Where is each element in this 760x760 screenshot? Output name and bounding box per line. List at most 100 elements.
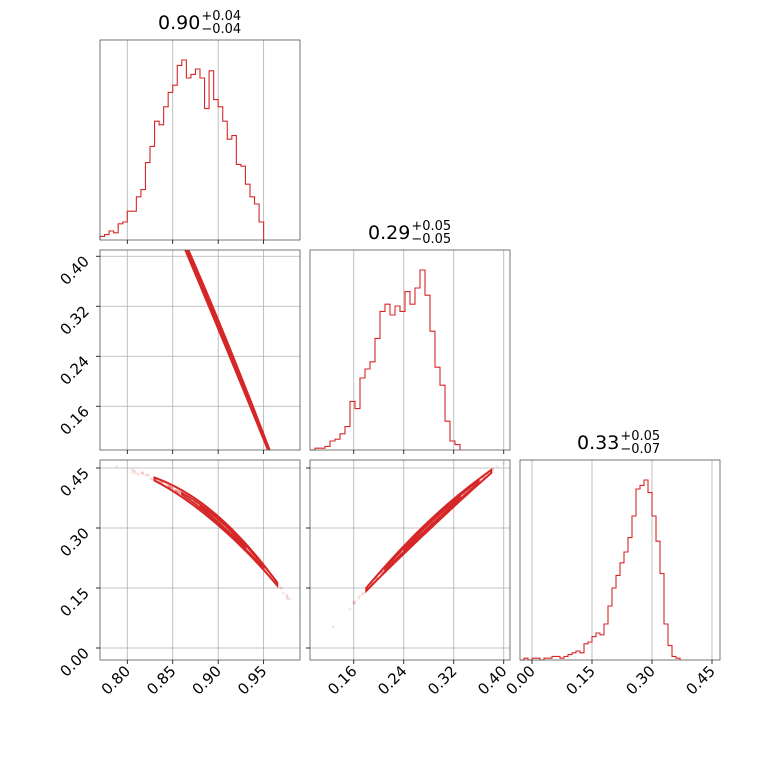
- scatter-point: [131, 470, 135, 474]
- scatter-point: [268, 452, 271, 455]
- y-tick-label: 0.24: [56, 352, 92, 388]
- scatter-point: [271, 456, 274, 459]
- contour-level-2: [181, 491, 265, 571]
- x-tick-label: 0.85: [143, 662, 179, 698]
- scatter-point: [331, 625, 335, 629]
- scatter-points-3: [331, 462, 506, 629]
- title-median: 0.90: [158, 12, 201, 34]
- scatter-points-2: [115, 465, 306, 623]
- axes-frame: [99, 459, 301, 661]
- x-tick-label: 0.45: [682, 662, 718, 698]
- y-tick-label: 0.30: [56, 524, 92, 560]
- scatter-point: [279, 585, 283, 589]
- scatter-point: [178, 491, 182, 495]
- scatter-panel-3: [310, 460, 510, 660]
- scatter-point: [169, 485, 173, 489]
- scatter-point: [175, 489, 179, 493]
- contour-level-3: [199, 504, 247, 550]
- x-tick-label: 0.95: [234, 662, 270, 698]
- scatter-point: [353, 600, 357, 603]
- scatter-point: [115, 465, 119, 468]
- x-tick-label: 0.00: [502, 662, 538, 698]
- scatter-point: [502, 462, 506, 465]
- contour-level-2: [384, 479, 480, 573]
- scatter-point: [285, 597, 289, 601]
- scatter-point: [133, 470, 137, 473]
- scatter-point: [361, 591, 365, 595]
- scatter-point: [132, 469, 136, 473]
- scatter-point: [167, 484, 171, 488]
- scatter-point: [303, 620, 306, 623]
- axes-frame: [309, 249, 511, 451]
- x-tick-label: 0.90: [189, 662, 225, 698]
- x-tick-label: 0.40: [474, 662, 510, 698]
- histogram-2: [310, 269, 461, 451]
- contour-level-3: [199, 280, 247, 392]
- title-param-1: 0.90 +0.04 −0.04: [158, 10, 241, 36]
- scatter-point: [178, 489, 182, 493]
- scatter-point: [134, 472, 138, 476]
- scatter-point: [177, 490, 181, 494]
- scatter-point: [352, 602, 356, 605]
- title-minus: −0.04: [201, 22, 242, 37]
- title-plus: +0.05: [620, 429, 661, 444]
- hist-panel-3: [520, 460, 720, 660]
- scatter-point: [177, 491, 181, 495]
- title-median: 0.29: [368, 222, 411, 244]
- axes-frame: [519, 459, 721, 661]
- scatter-point: [130, 468, 134, 472]
- scatter-point: [286, 596, 289, 600]
- scatter-point: [146, 474, 150, 478]
- scatter-point: [496, 465, 499, 469]
- scatter-point: [144, 473, 148, 476]
- y-tick-label: 0.16: [56, 402, 92, 438]
- contour-level-1: [153, 476, 279, 589]
- title-param-3: 0.33 +0.05 −0.07: [577, 430, 660, 456]
- scatter-point: [288, 597, 291, 600]
- title-plus: +0.04: [201, 9, 242, 24]
- scatter-panel-2: [100, 460, 300, 660]
- hist-panel-2: [310, 250, 510, 450]
- scatter-point: [184, 246, 187, 249]
- scatter-point: [149, 477, 152, 481]
- scatter-point: [285, 594, 289, 598]
- title-minus: −0.05: [411, 232, 452, 247]
- scatter-point: [169, 485, 173, 489]
- scatter-point: [140, 471, 144, 474]
- scatter-point: [183, 241, 186, 244]
- scatter-point: [357, 596, 361, 600]
- axes-frame: [99, 39, 301, 241]
- scatter-point: [348, 607, 352, 611]
- scatter-point: [279, 586, 283, 590]
- title-plus: +0.05: [411, 219, 452, 234]
- y-tick-label: 0.40: [56, 252, 92, 288]
- histogram-3: [520, 479, 681, 661]
- histogram-1: [99, 59, 265, 240]
- scatter-point: [141, 471, 145, 475]
- x-tick-label: 0.16: [324, 662, 360, 698]
- scatter-point: [146, 473, 150, 477]
- scatter-point: [303, 543, 306, 546]
- scatter-point: [150, 478, 154, 481]
- scatter-point: [361, 592, 365, 596]
- scatter-points-1: [183, 241, 306, 546]
- scatter-point: [285, 594, 289, 597]
- axes-frame: [309, 459, 511, 661]
- scatter-point: [358, 594, 362, 598]
- y-tick-label: 0.00: [56, 644, 92, 680]
- y-tick-label: 0.15: [56, 584, 92, 620]
- contour-level-3: [403, 495, 461, 552]
- scatter-point: [141, 472, 145, 476]
- scatter-point: [170, 486, 174, 490]
- scatter-point: [168, 485, 172, 489]
- scatter-point: [137, 472, 140, 476]
- title-median: 0.33: [577, 432, 620, 454]
- x-tick-label: 0.30: [622, 662, 658, 698]
- axes-frame: [99, 249, 301, 451]
- title-minus: −0.07: [620, 442, 661, 457]
- scatter-point: [352, 600, 355, 604]
- title-param-2: 0.29 +0.05 −0.05: [368, 220, 451, 246]
- x-tick-label: 0.15: [562, 662, 598, 698]
- scatter-point: [282, 591, 285, 595]
